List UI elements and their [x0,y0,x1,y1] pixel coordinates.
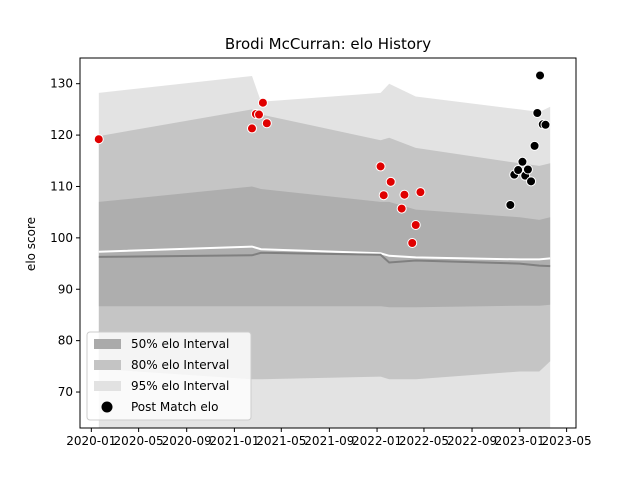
data-point-red [375,161,386,172]
data-point-black [529,140,540,151]
y-tick-label: 80 [58,334,73,348]
data-point-black [532,107,543,118]
y-tick-label: 100 [50,231,73,245]
data-point-black [517,156,528,167]
legend-swatch [94,360,121,370]
y-axis-label: elo score [24,217,38,271]
legend-swatch [94,381,121,391]
x-tick-label: 2022-05 [399,434,449,448]
data-point-red [378,190,389,201]
x-tick-label: 2020-09 [162,434,212,448]
data-point-red [93,134,104,145]
x-tick-label: 2021-09 [304,434,354,448]
data-point-red [385,176,396,187]
legend: 50% elo Interval 80% elo Interval 95% elo … [86,331,252,421]
data-point-red [410,220,421,231]
y-tick-label: 90 [58,282,73,296]
x-tick-label: 2023-05 [542,434,592,448]
y-tick-label: 110 [50,179,73,193]
median-line [98,251,551,268]
data-point-black [505,199,516,210]
data-point-red [399,189,410,200]
y-tick-label: 70 [58,385,73,399]
data-point-red [261,118,272,129]
data-point-red [246,123,257,134]
legend-label: 50% elo Interval [131,337,229,351]
x-tick-label: 2021-05 [256,434,306,448]
legend-label: 95% elo Interval [131,379,229,393]
data-point-black [526,176,537,187]
axes: 2020-012020-052020-092021-012021-052021-… [50,57,592,448]
legend-swatch [94,339,121,349]
x-tick-label: 2023-01 [495,434,545,448]
band-80 [98,109,551,380]
data-point-black [522,164,533,175]
legend-label: 80% elo Interval [131,358,229,372]
plot-frame [79,57,577,429]
x-tick-label: 2020-05 [114,434,164,448]
x-tick-label: 2021-01 [209,434,259,448]
legend-marker [101,401,113,413]
x-tick-label: 2020-01 [66,434,116,448]
data-point-red [254,109,265,120]
data-point-red [396,203,407,214]
y-tick-label: 130 [50,77,73,91]
data-point-red [257,97,268,108]
x-tick-label: 2022-09 [447,434,497,448]
data-point-red [407,238,418,248]
data-point-red [415,187,426,198]
legend-label: Post Match elo [131,400,218,414]
y-tick-label: 120 [50,128,73,142]
legend-box [86,331,252,421]
data-point-black [535,70,546,81]
data-point-black [540,119,551,130]
data-point-black [513,165,524,176]
chart-title: Brodi McCurran: elo History [225,35,431,53]
x-tick-label: 2022-01 [352,434,402,448]
mean-line [98,245,551,261]
band-50 [98,186,551,308]
